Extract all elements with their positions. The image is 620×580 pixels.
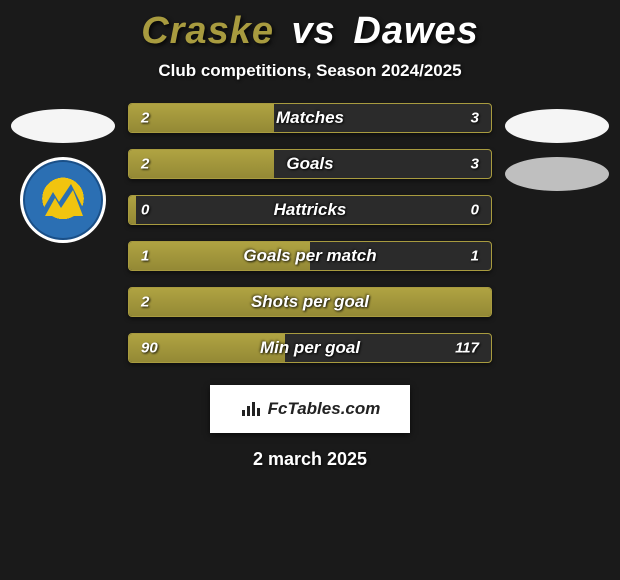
stat-row: 2 3 Goals: [128, 149, 492, 179]
subtitle: Club competitions, Season 2024/2025: [0, 61, 620, 81]
stats-bars: 2 3 Matches 2 3 Goals 0 0 Hattricks 1 1 Goals per m…: [118, 103, 502, 379]
stat-value-right: 1: [471, 248, 479, 265]
title-player1: Craske: [141, 10, 274, 52]
chart-bars-icon: [240, 398, 262, 420]
stat-label: Matches: [276, 108, 344, 128]
left-oval-placeholder: [11, 109, 115, 143]
stat-label: Goals: [286, 154, 333, 174]
stat-row: 90 117 Min per goal: [128, 333, 492, 363]
stat-value-left: 1: [141, 248, 149, 265]
stat-fill-left: [129, 104, 274, 132]
stat-value-right: 117: [455, 340, 479, 357]
stat-row: 1 1 Goals per match: [128, 241, 492, 271]
stat-value-right: 3: [471, 156, 479, 173]
stat-value-left: 0: [141, 202, 149, 219]
page-title: Craske vs Dawes: [0, 10, 620, 53]
right-side-column: [502, 103, 612, 191]
stat-row: 2 Shots per goal: [128, 287, 492, 317]
stat-value-right: 0: [471, 202, 479, 219]
comparison-card: Craske vs Dawes Club competitions, Seaso…: [0, 0, 620, 580]
title-player2: Dawes: [353, 10, 478, 52]
stat-value-left: 2: [141, 156, 149, 173]
source-badge: FcTables.com: [210, 385, 410, 433]
stat-label: Shots per goal: [251, 292, 369, 312]
right-oval-placeholder-2: [505, 157, 609, 191]
stat-value-left: 2: [141, 110, 149, 127]
stat-value-left: 2: [141, 294, 149, 311]
stat-label: Min per goal: [260, 338, 360, 358]
club-logo: [20, 157, 106, 243]
footer-date: 2 march 2025: [0, 449, 620, 470]
stat-label: Goals per match: [243, 246, 376, 266]
source-badge-text: FcTables.com: [268, 399, 381, 419]
title-vs: vs: [292, 10, 336, 52]
stat-value-left: 90: [141, 340, 158, 357]
left-side-column: [8, 103, 118, 243]
right-oval-placeholder-1: [505, 109, 609, 143]
stat-row: 0 0 Hattricks: [128, 195, 492, 225]
club-logo-icon: [35, 172, 91, 228]
stat-value-right: 3: [471, 110, 479, 127]
stat-label: Hattricks: [274, 200, 347, 220]
main-row: 2 3 Matches 2 3 Goals 0 0 Hattricks 1 1 Goals per m…: [0, 103, 620, 379]
stat-fill-left: [129, 150, 274, 178]
stat-fill-left: [129, 196, 136, 224]
stat-row: 2 3 Matches: [128, 103, 492, 133]
